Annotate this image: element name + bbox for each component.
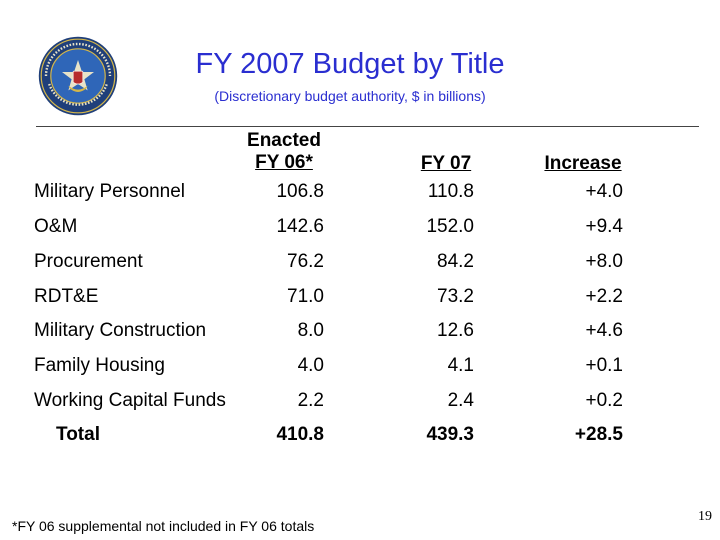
fy06-value: 2.2	[297, 390, 324, 411]
fy07-value: 84.2	[437, 251, 474, 272]
header-fy07: FY 07	[420, 153, 472, 174]
fy06-value: 76.2	[287, 251, 324, 272]
fy07-value: 73.2	[437, 286, 474, 307]
slide-title: FY 2007 Budget by Title	[195, 48, 505, 80]
header-enacted-label: Enacted	[247, 130, 321, 151]
header-enacted-fy06: Enacted FY 06*	[232, 130, 336, 174]
increase-value: +4.0	[585, 181, 623, 202]
page-number: 19	[698, 509, 712, 524]
fy07-value: 110.8	[427, 181, 474, 202]
increase-value: +0.2	[585, 390, 623, 411]
table-row: Working Capital Funds 2.2 2.4 +0.2	[0, 390, 720, 420]
footnote: *FY 06 supplemental not included in FY 0…	[12, 518, 315, 534]
increase-value: +9.4	[585, 216, 623, 237]
row-label: Military Personnel	[34, 181, 185, 202]
row-label: Family Housing	[34, 355, 165, 376]
fy06-value: 4.0	[297, 355, 324, 376]
slide-subtitle: (Discretionary budget authority, $ in bi…	[214, 88, 486, 104]
row-label: Military Construction	[34, 320, 207, 341]
row-label: RDT&E	[34, 286, 99, 307]
row-label: O&M	[34, 216, 78, 237]
header-increase: Increase	[544, 153, 622, 174]
table-row: Procurement 76.2 84.2 +8.0	[0, 251, 720, 281]
table-row: O&M 142.6 152.0 +9.4	[0, 216, 720, 246]
header-fy06-label: FY 06*	[255, 152, 313, 173]
table-row: Family Housing 4.0 4.1 +0.1	[0, 355, 720, 385]
title-divider	[36, 126, 699, 127]
fy07-value: 152.0	[426, 216, 474, 237]
fy06-value: 106.8	[276, 181, 324, 202]
fy06-value: 8.0	[297, 320, 324, 341]
fy07-value: 12.6	[437, 320, 474, 341]
row-label: Procurement	[34, 251, 143, 272]
department-of-defense-seal-icon	[38, 36, 118, 116]
increase-value: +8.0	[585, 251, 623, 272]
increase-value: +0.1	[585, 355, 623, 376]
table-row: Military Personnel 106.8 110.8 +4.0	[0, 181, 720, 211]
increase-value: +4.6	[585, 320, 623, 341]
total-row: Total 410.8 439.3 +28.5	[0, 424, 720, 454]
fy07-value: 4.1	[447, 355, 474, 376]
total-fy07-value: 439.3	[426, 424, 474, 445]
increase-value: +2.2	[585, 286, 623, 307]
fy06-value: 142.6	[276, 216, 324, 237]
fy07-value: 2.4	[447, 390, 474, 411]
table-row: Military Construction 8.0 12.6 +4.6	[0, 320, 720, 350]
table-row: RDT&E 71.0 73.2 +2.2	[0, 286, 720, 316]
fy06-value: 71.0	[287, 286, 324, 307]
row-label: Working Capital Funds	[34, 390, 226, 411]
total-fy06-value: 410.8	[276, 424, 324, 445]
total-increase-value: +28.5	[574, 424, 623, 445]
total-label: Total	[56, 424, 100, 445]
